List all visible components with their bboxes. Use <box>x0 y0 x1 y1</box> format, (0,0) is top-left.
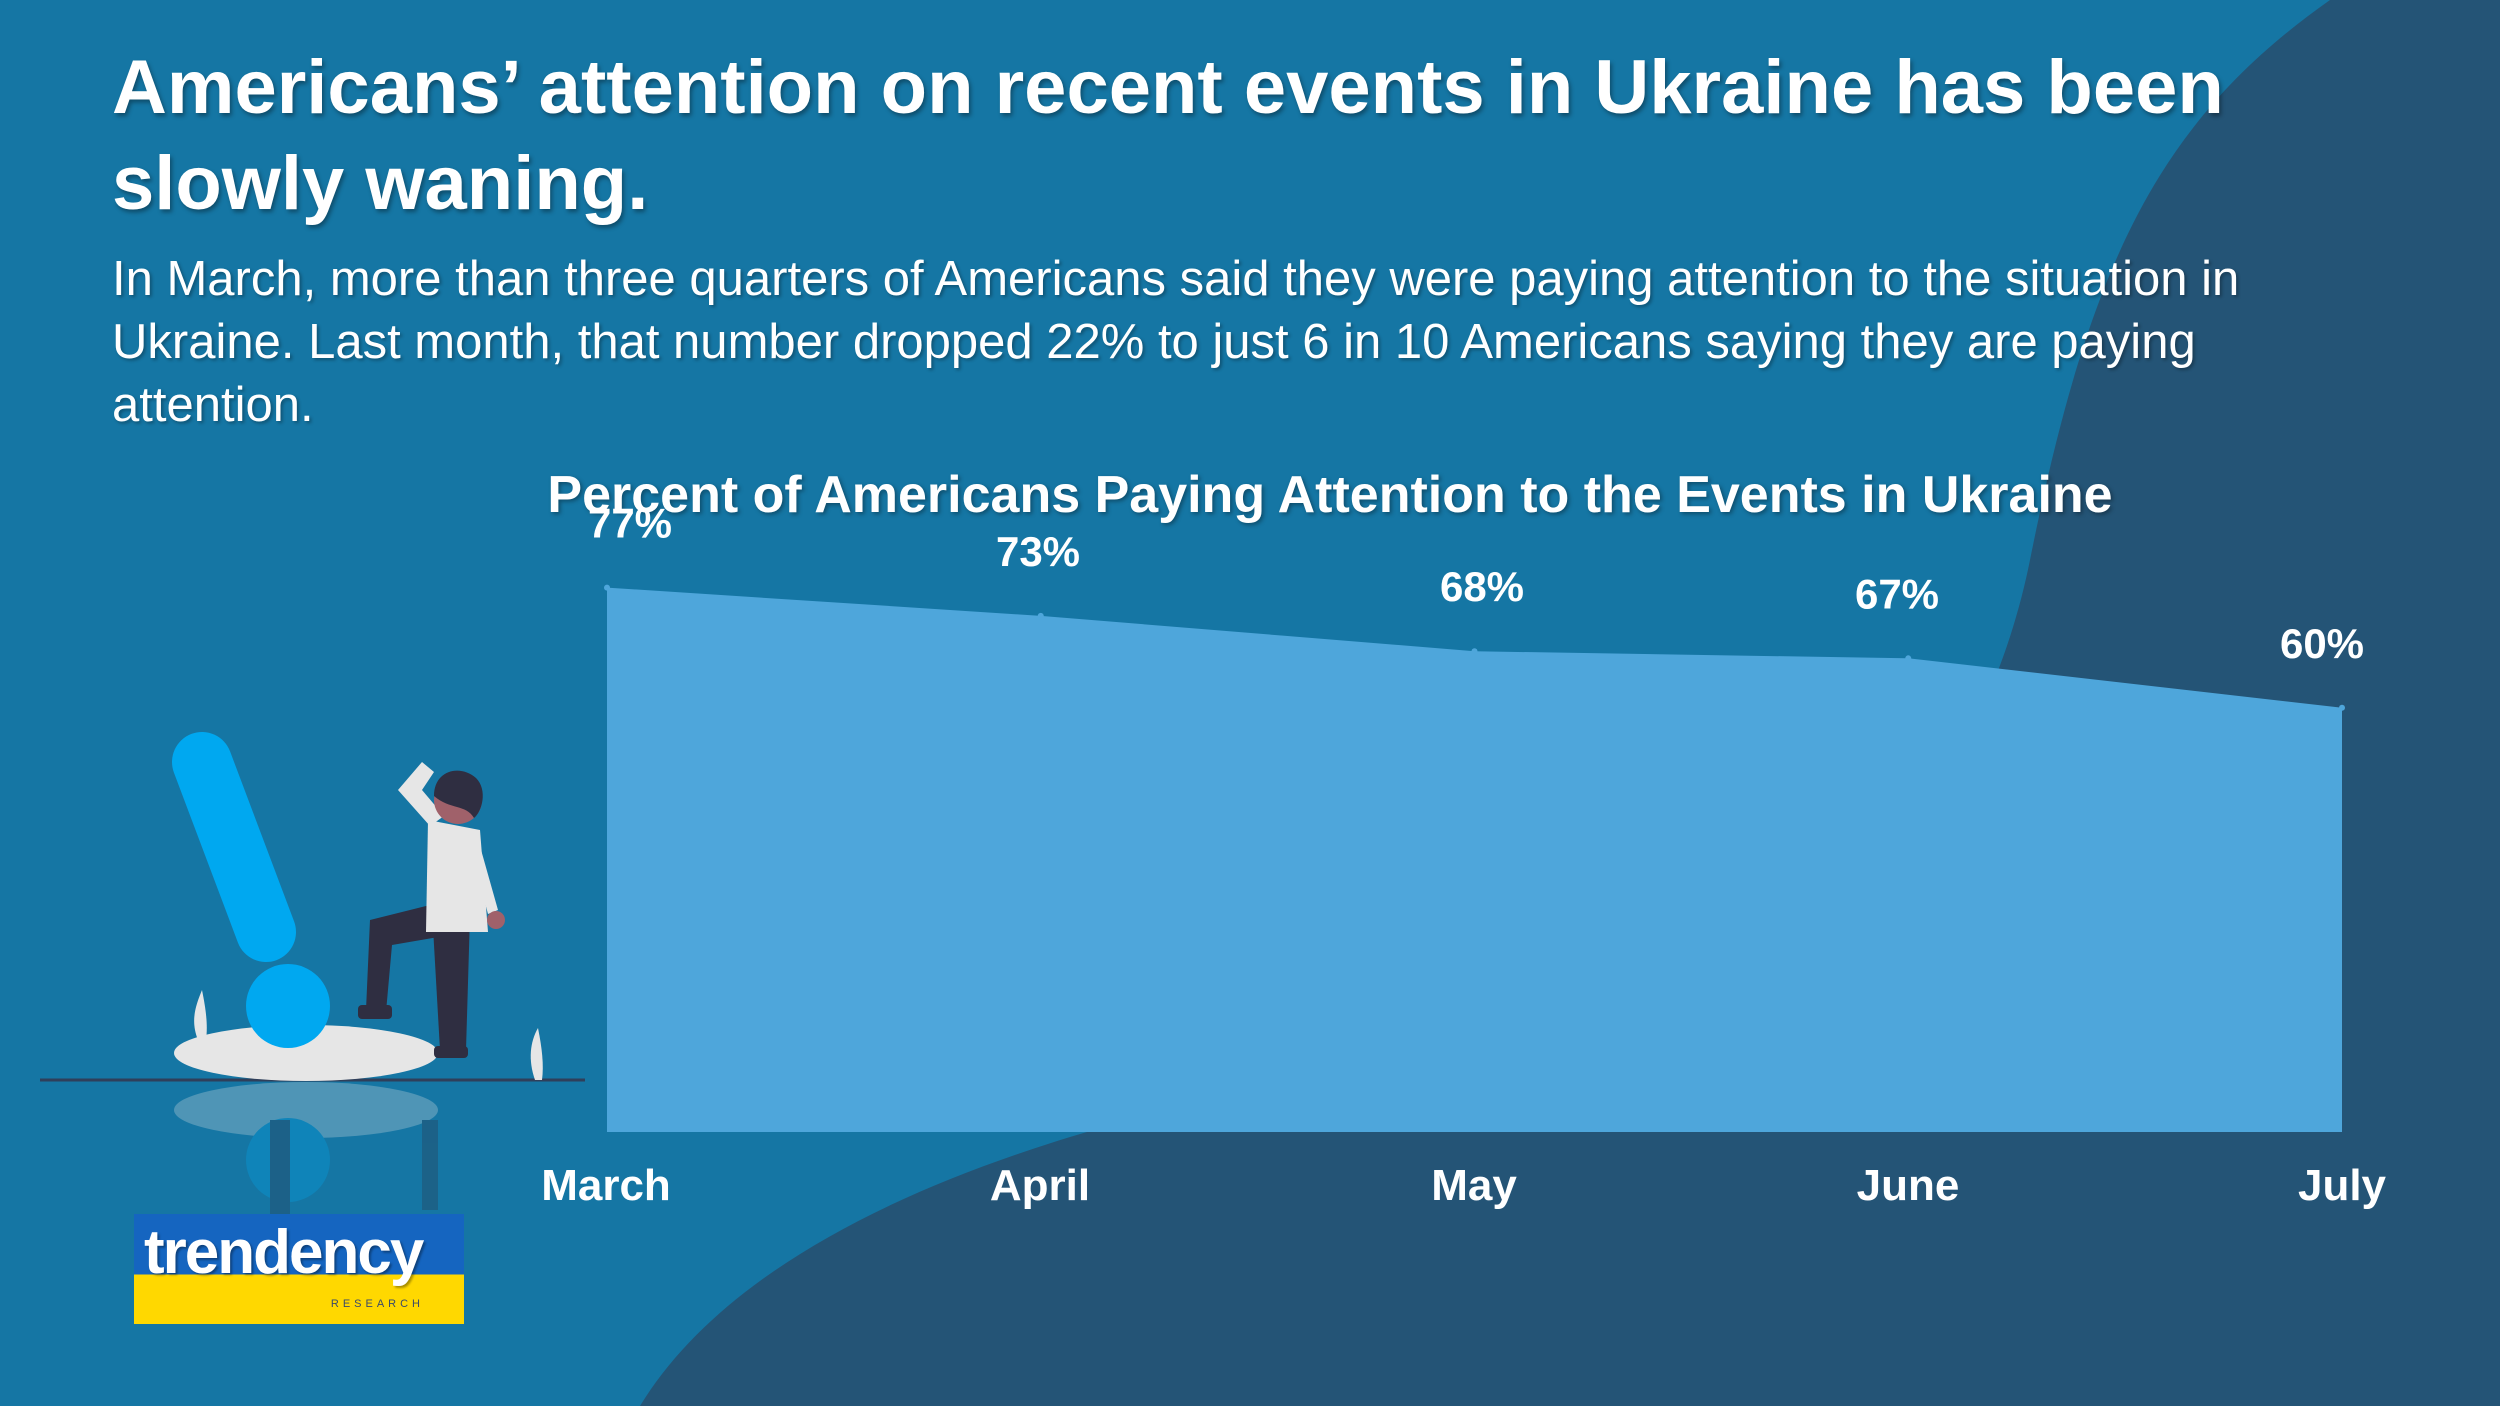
grass-left-icon <box>194 990 207 1040</box>
headline: Americans’ attention on recent events in… <box>112 45 2224 226</box>
exclamation-person-illustration <box>40 732 585 1230</box>
person-shoe-front <box>358 1005 392 1019</box>
logo-subtext: RESEARCH <box>330 1298 424 1310</box>
x-tick-label-april: April <box>990 1161 1090 1210</box>
area-series <box>607 587 2342 1132</box>
illustration-reflection <box>174 1082 438 1230</box>
data-point-july <box>2339 704 2345 711</box>
person-shoe-back <box>434 1046 468 1058</box>
x-tick-label-july: July <box>2298 1161 2387 1210</box>
x-tick-label-june: June <box>1857 1161 1960 1210</box>
trendency-logo: trendency RESEARCH <box>134 1214 464 1324</box>
data-point-april <box>1037 612 1044 619</box>
person-hand <box>487 911 505 929</box>
subtitle: In March, more than three quarters of Am… <box>112 252 2240 432</box>
data-label-layer: 77% 73% 68% 67% 60% <box>588 500 2364 667</box>
data-point-may <box>1471 648 1478 655</box>
x-tick-label-march: March <box>541 1161 671 1210</box>
chart-title: Percent of Americans Paying Attention to… <box>547 466 2113 524</box>
data-label-june: 67% <box>1855 570 1939 617</box>
data-label-may: 68% <box>1440 563 1524 610</box>
area-layer <box>604 584 2345 1132</box>
person-arm-raised <box>398 762 444 826</box>
person-hair <box>434 770 483 818</box>
exclamation-dot <box>246 964 330 1048</box>
data-point-june <box>1905 655 1912 662</box>
exclamation-bar <box>172 732 296 962</box>
person-back-leg <box>432 910 470 1050</box>
x-axis-tick-layer: March April May June July <box>541 1161 2386 1210</box>
x-tick-label-may: May <box>1431 1161 1517 1210</box>
data-label-july: 60% <box>2280 620 2364 667</box>
logo-wordmark: trendency <box>144 1218 424 1287</box>
person-arm-down <box>468 832 498 914</box>
data-label-april: 73% <box>996 528 1080 575</box>
rock <box>174 1025 438 1081</box>
data-label-march: 77% <box>588 500 672 547</box>
grass-right-icon <box>530 1028 543 1080</box>
data-point-march <box>604 584 610 591</box>
